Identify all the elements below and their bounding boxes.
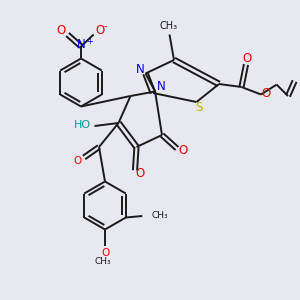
Text: O: O xyxy=(262,86,271,100)
Text: N: N xyxy=(136,63,145,76)
Text: O: O xyxy=(74,155,82,166)
Text: CH₃: CH₃ xyxy=(94,257,111,266)
Text: O: O xyxy=(101,248,109,258)
Text: O: O xyxy=(136,167,145,180)
Text: HO: HO xyxy=(74,119,91,130)
Text: O: O xyxy=(96,24,105,38)
Text: N: N xyxy=(76,38,85,52)
Text: S: S xyxy=(195,101,202,114)
Text: CH₃: CH₃ xyxy=(151,212,168,220)
Text: O: O xyxy=(56,24,65,38)
Text: CH₃: CH₃ xyxy=(160,21,178,32)
Text: +: + xyxy=(86,37,93,46)
Text: -: - xyxy=(104,21,107,31)
Text: N: N xyxy=(157,80,166,94)
Text: O: O xyxy=(178,143,188,157)
Text: O: O xyxy=(242,52,251,65)
